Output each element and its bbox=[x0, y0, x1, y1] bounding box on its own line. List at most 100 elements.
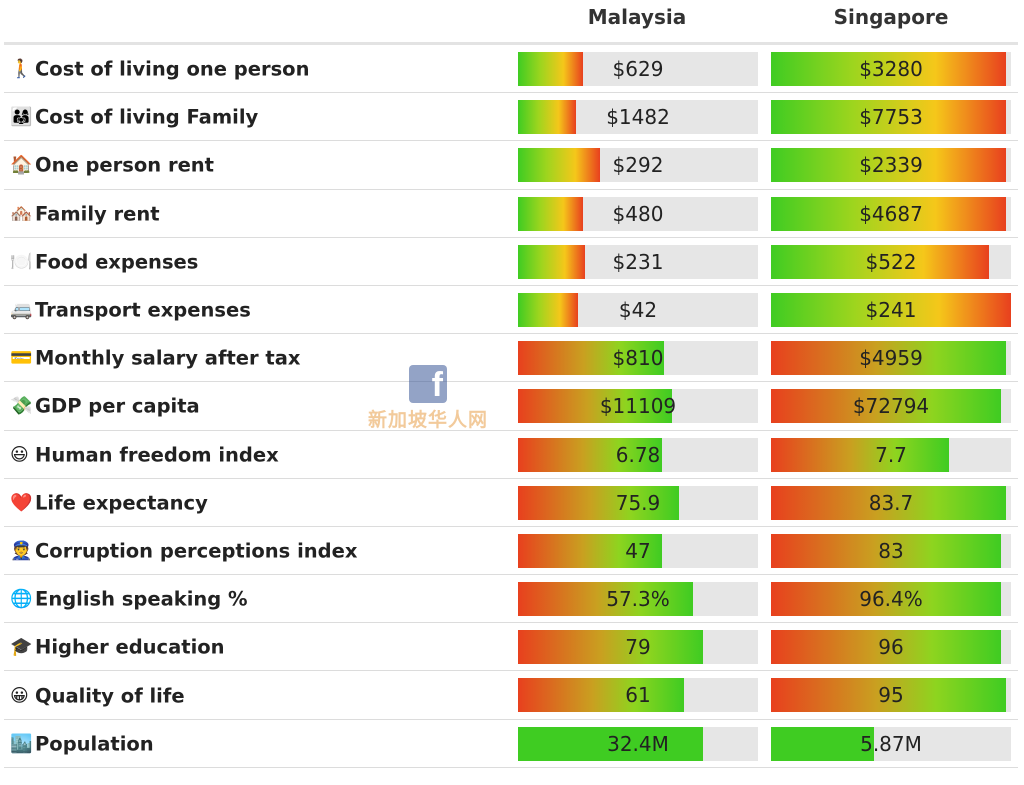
bar-fill bbox=[518, 148, 600, 183]
money-wings-icon: 💸 bbox=[10, 395, 33, 417]
bar-fill bbox=[518, 485, 679, 520]
bar-value: $629 bbox=[612, 57, 664, 81]
bar-fill bbox=[771, 389, 1002, 424]
row-label: 🌐 English speaking % bbox=[10, 588, 248, 611]
row-divider bbox=[4, 429, 1018, 431]
bar-value: 79 bbox=[625, 635, 651, 660]
singapore-bar: 83 bbox=[771, 533, 1011, 568]
table-header: Malaysia Singapore bbox=[0, 0, 1024, 45]
row-label-text: Higher education bbox=[35, 635, 225, 659]
bar-fill bbox=[518, 292, 578, 327]
bar-fill bbox=[771, 533, 1002, 568]
row-label-text: Family rent bbox=[35, 202, 160, 226]
bar-fill bbox=[518, 678, 684, 713]
singapore-bar: $72794 bbox=[771, 389, 1011, 424]
bar-fill bbox=[518, 100, 576, 135]
bar-value: $292 bbox=[612, 153, 664, 178]
malaysia-bar: $480 bbox=[518, 196, 758, 231]
bar-fill bbox=[771, 52, 1007, 86]
row-divider bbox=[4, 333, 1018, 335]
bar-fill bbox=[518, 726, 703, 761]
row-label-text: Transport expenses bbox=[35, 298, 251, 322]
row-divider bbox=[4, 140, 1018, 142]
row-label: 🏙️ Population bbox=[10, 732, 154, 755]
bar-fill bbox=[518, 533, 662, 568]
bar-value: 96 bbox=[878, 635, 904, 660]
malaysia-bar: $11109 bbox=[518, 389, 758, 424]
row-label: 🚐 Transport expenses bbox=[10, 299, 251, 322]
table-row: 🏘️ Family rent $480 $4687 bbox=[0, 190, 1024, 238]
graduation-cap-icon: 🎓 bbox=[10, 636, 33, 658]
smiling-face-icon: 😀 bbox=[10, 685, 29, 707]
row-label: 💳 Monthly salary after tax bbox=[10, 347, 300, 370]
row-label: 😃 Human freedom index bbox=[10, 443, 279, 466]
row-label: 😀 Quality of life bbox=[10, 684, 185, 707]
bar-fill bbox=[771, 148, 1007, 183]
malaysia-bar: $629 bbox=[518, 52, 758, 86]
singapore-bar: $4959 bbox=[771, 341, 1011, 376]
row-label-text: Monthly salary after tax bbox=[35, 346, 301, 370]
bar-value: 7.7 bbox=[875, 442, 907, 467]
bus-icon: 🚐 bbox=[10, 299, 33, 321]
row-divider bbox=[4, 188, 1018, 190]
singapore-bar: 95 bbox=[771, 678, 1011, 713]
bar-fill bbox=[518, 52, 583, 86]
singapore-bar: 7.7 bbox=[771, 437, 1011, 472]
bar-fill bbox=[771, 437, 949, 472]
malaysia-bar: 32.4M bbox=[518, 726, 758, 761]
walking-person-icon: 🚶 bbox=[10, 58, 33, 80]
bar-value: 75.9 bbox=[615, 490, 661, 515]
bar-fill bbox=[518, 389, 672, 424]
row-label-text: Population bbox=[35, 732, 154, 756]
bar-fill bbox=[771, 726, 875, 761]
bar-fill bbox=[771, 630, 1002, 665]
table-row: 🚶 Cost of living one person $629 $3280 bbox=[0, 45, 1024, 94]
credit-card-icon: 💳 bbox=[10, 347, 33, 369]
singapore-bar: $7753 bbox=[771, 100, 1011, 135]
heart-icon: ❤️ bbox=[10, 492, 33, 514]
bar-value: $11109 bbox=[599, 394, 677, 419]
row-divider bbox=[4, 236, 1018, 238]
bar-fill bbox=[771, 100, 1007, 135]
malaysia-bar: $42 bbox=[518, 292, 758, 327]
bar-fill bbox=[518, 630, 703, 665]
row-divider bbox=[4, 92, 1018, 94]
bar-value: $72794 bbox=[852, 394, 930, 419]
bar-value: 6.78 bbox=[615, 442, 661, 467]
bar-fill bbox=[771, 582, 1002, 617]
row-label: 🍽️ Food expenses bbox=[10, 250, 198, 273]
row-label: 👮 Corruption perceptions index bbox=[10, 539, 357, 562]
bar-value: $522 bbox=[865, 249, 917, 274]
cityscape-icon: 🏙️ bbox=[10, 733, 33, 755]
table-row: 🏙️ Population 32.4M 5.87M bbox=[0, 720, 1024, 768]
row-label-text: Human freedom index bbox=[35, 443, 279, 467]
table-row: 👮 Corruption perceptions index 47 83 bbox=[0, 527, 1024, 576]
bar-fill bbox=[771, 196, 1007, 231]
malaysia-bar: $1482 bbox=[518, 100, 758, 135]
bar-value: 95 bbox=[878, 683, 904, 708]
table-row: 🚐 Transport expenses $42 $241 bbox=[0, 286, 1024, 335]
bar-fill bbox=[518, 244, 586, 279]
table-row: 😀 Quality of life 61 95 bbox=[0, 671, 1024, 720]
comparison-table: 🚶 Cost of living one person $629 $3280 👨‍👩‍👧… bbox=[0, 45, 1024, 768]
bar-value: $241 bbox=[865, 297, 917, 322]
row-label-text: GDP per capita bbox=[35, 394, 200, 418]
house-icon: 🏠 bbox=[10, 154, 33, 176]
houses-icon: 🏘️ bbox=[10, 203, 33, 225]
singapore-bar: 83.7 bbox=[771, 485, 1011, 520]
bar-value: 83.7 bbox=[868, 490, 914, 515]
row-label: 🚶 Cost of living one person bbox=[10, 58, 309, 81]
malaysia-bar: $231 bbox=[518, 244, 758, 279]
bar-value: $4959 bbox=[859, 346, 923, 371]
header-divider bbox=[4, 42, 1018, 45]
police-officer-icon: 👮 bbox=[10, 540, 33, 562]
table-row: 🎓 Higher education 79 96 bbox=[0, 623, 1024, 672]
row-divider bbox=[4, 574, 1018, 576]
row-label: 🏘️ Family rent bbox=[10, 202, 160, 225]
column-header-malaysia: Malaysia bbox=[587, 5, 687, 29]
table-row: 💸 GDP per capita $11109 $72794 bbox=[0, 382, 1024, 431]
row-label-text: English speaking % bbox=[35, 587, 248, 611]
malaysia-bar: 75.9 bbox=[518, 485, 758, 520]
bar-fill bbox=[518, 341, 665, 376]
bar-value: 5.87M bbox=[860, 731, 922, 756]
